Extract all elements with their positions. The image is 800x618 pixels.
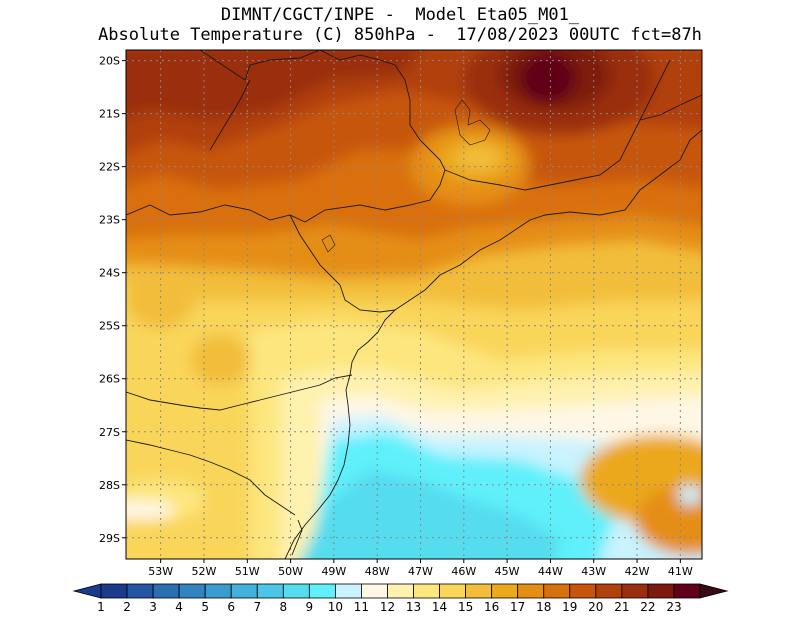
colorbar-label: 10 (328, 600, 343, 614)
colorbar-label: 23 (666, 600, 681, 614)
colorbar-arrow-low (72, 583, 102, 599)
lon-tick-label: 46W (451, 565, 476, 578)
colorbar-swatch (439, 583, 467, 599)
axis-ticks: 53W 52W 51W 50W 49W 48W 47W 46W 45W 44W 43W 42W 41W 2… (99, 55, 693, 578)
band-17-south-west (126, 272, 195, 328)
colorbar-swatch (517, 583, 545, 599)
band-8 (300, 470, 560, 559)
lat-tick-label: 20S (99, 55, 120, 68)
lat-tick-label: 24S (99, 267, 120, 280)
reservoir-grande (454, 99, 491, 146)
colorbar-swatch (673, 583, 701, 599)
graticule (126, 50, 702, 559)
reservoir-parana (321, 234, 336, 253)
lat-tick-label: 25S (99, 320, 120, 333)
colorbar-label: 8 (279, 600, 287, 614)
band-21 (126, 50, 422, 120)
map-frame (125, 49, 703, 560)
colorbar-label: 19 (562, 600, 577, 614)
lon-tick-label: 53W (148, 565, 173, 578)
temperature-field (126, 50, 702, 559)
colorbar-swatch (204, 583, 232, 599)
band-23 (520, 53, 576, 103)
lat-tick-label: 22S (99, 161, 120, 174)
colorbar-label: 22 (640, 600, 655, 614)
colorbar-label: 15 (458, 600, 473, 614)
colorbar-label: 12 (380, 600, 395, 614)
lat-tick-label: 23S (99, 214, 120, 227)
lon-tick-label: 50W (278, 565, 303, 578)
colorbar-label: 11 (354, 600, 369, 614)
colorbar-swatch (256, 583, 284, 599)
state-border-go-mg (199, 50, 321, 81)
colorbar-swatch (334, 583, 362, 599)
band-11-south-west (126, 500, 175, 520)
colorbar-swatch (100, 583, 128, 599)
state-border-sc-rs (126, 439, 296, 516)
colorbar-swatch (178, 583, 206, 599)
colorbar-swatch (413, 583, 440, 599)
colorbar-swatch (230, 583, 258, 599)
colorbar-swatch (361, 583, 388, 599)
colorbar-swatch (387, 583, 414, 599)
coastline-and-borders (126, 50, 702, 559)
lon-tick-label: 49W (321, 565, 346, 578)
state-border-sp-mg (126, 50, 446, 223)
colorbar-swatch (282, 583, 310, 599)
colorbar-swatch (465, 583, 493, 599)
colorbar-label: 18 (536, 600, 551, 614)
lon-tick-label: 45W (495, 565, 520, 578)
colorbar-swatch (595, 583, 623, 599)
lon-tick-label: 52W (192, 565, 217, 578)
lon-tick-label: 42W (625, 565, 650, 578)
lat-tick-label: 26S (99, 373, 120, 386)
colorbar-swatch (569, 583, 597, 599)
lat-tick-label: 21S (99, 108, 120, 121)
colorbar-label: 5 (201, 600, 209, 614)
lon-tick-label: 41W (668, 565, 693, 578)
colorbar-swatch (126, 583, 154, 599)
colorbar-label: 17 (510, 600, 525, 614)
band-10-south-east (678, 485, 702, 505)
colorbar-label: 13 (406, 600, 421, 614)
colorbar-label: 4 (175, 600, 183, 614)
colorbar-label: 6 (227, 600, 235, 614)
colorbar-swatch (308, 583, 336, 599)
state-border-ms-sp (209, 79, 251, 151)
colorbar-swatch (647, 583, 675, 599)
state-border-mg-rj (444, 59, 671, 191)
colorbar-swatch (491, 583, 519, 599)
colorbar-swatch (621, 583, 649, 599)
band-15-inland-dip (456, 146, 500, 170)
lat-tick-label: 29S (99, 532, 120, 545)
colorbar-label: 2 (123, 600, 131, 614)
colorbar-label: 14 (432, 600, 447, 614)
lat-tick-label: 27S (99, 426, 120, 439)
lat-tick-label: 28S (99, 479, 120, 492)
lon-tick-label: 48W (365, 565, 390, 578)
colorbar-label: 3 (149, 600, 157, 614)
state-border-pr-sp (289, 214, 396, 313)
colorbar-label: 7 (253, 600, 261, 614)
band-15-south-west (190, 335, 250, 385)
colorbar-label: 9 (306, 600, 314, 614)
lon-tick-label: 47W (408, 565, 433, 578)
map-title-line-2: Absolute Temperature (C) 850hPa - 17/08/… (98, 25, 702, 45)
state-border-pr-sc (126, 374, 353, 411)
lon-tick-label: 51W (235, 565, 260, 578)
colorbar-arrow-high (699, 583, 729, 599)
colorbar-label: 1 (97, 600, 105, 614)
colorbar-swatch (152, 583, 180, 599)
state-border-es (639, 94, 702, 121)
lagoon (291, 519, 303, 556)
map-title-line-1: DIMNT/CGCT/INPE - Model Eta05_M01_ (220, 5, 580, 25)
lon-tick-label: 43W (581, 565, 606, 578)
colorbar-swatch (543, 583, 571, 599)
lon-tick-label: 44W (538, 565, 563, 578)
colorbar-label: 20 (588, 600, 603, 614)
colorbar: 1 2 3 4 5 6 7 8 9 10 11 12 13 14 15 16 17 18 19 20 21 22 23 (72, 583, 729, 614)
colorbar-label: 21 (614, 600, 629, 614)
colorbar-label: 16 (484, 600, 499, 614)
